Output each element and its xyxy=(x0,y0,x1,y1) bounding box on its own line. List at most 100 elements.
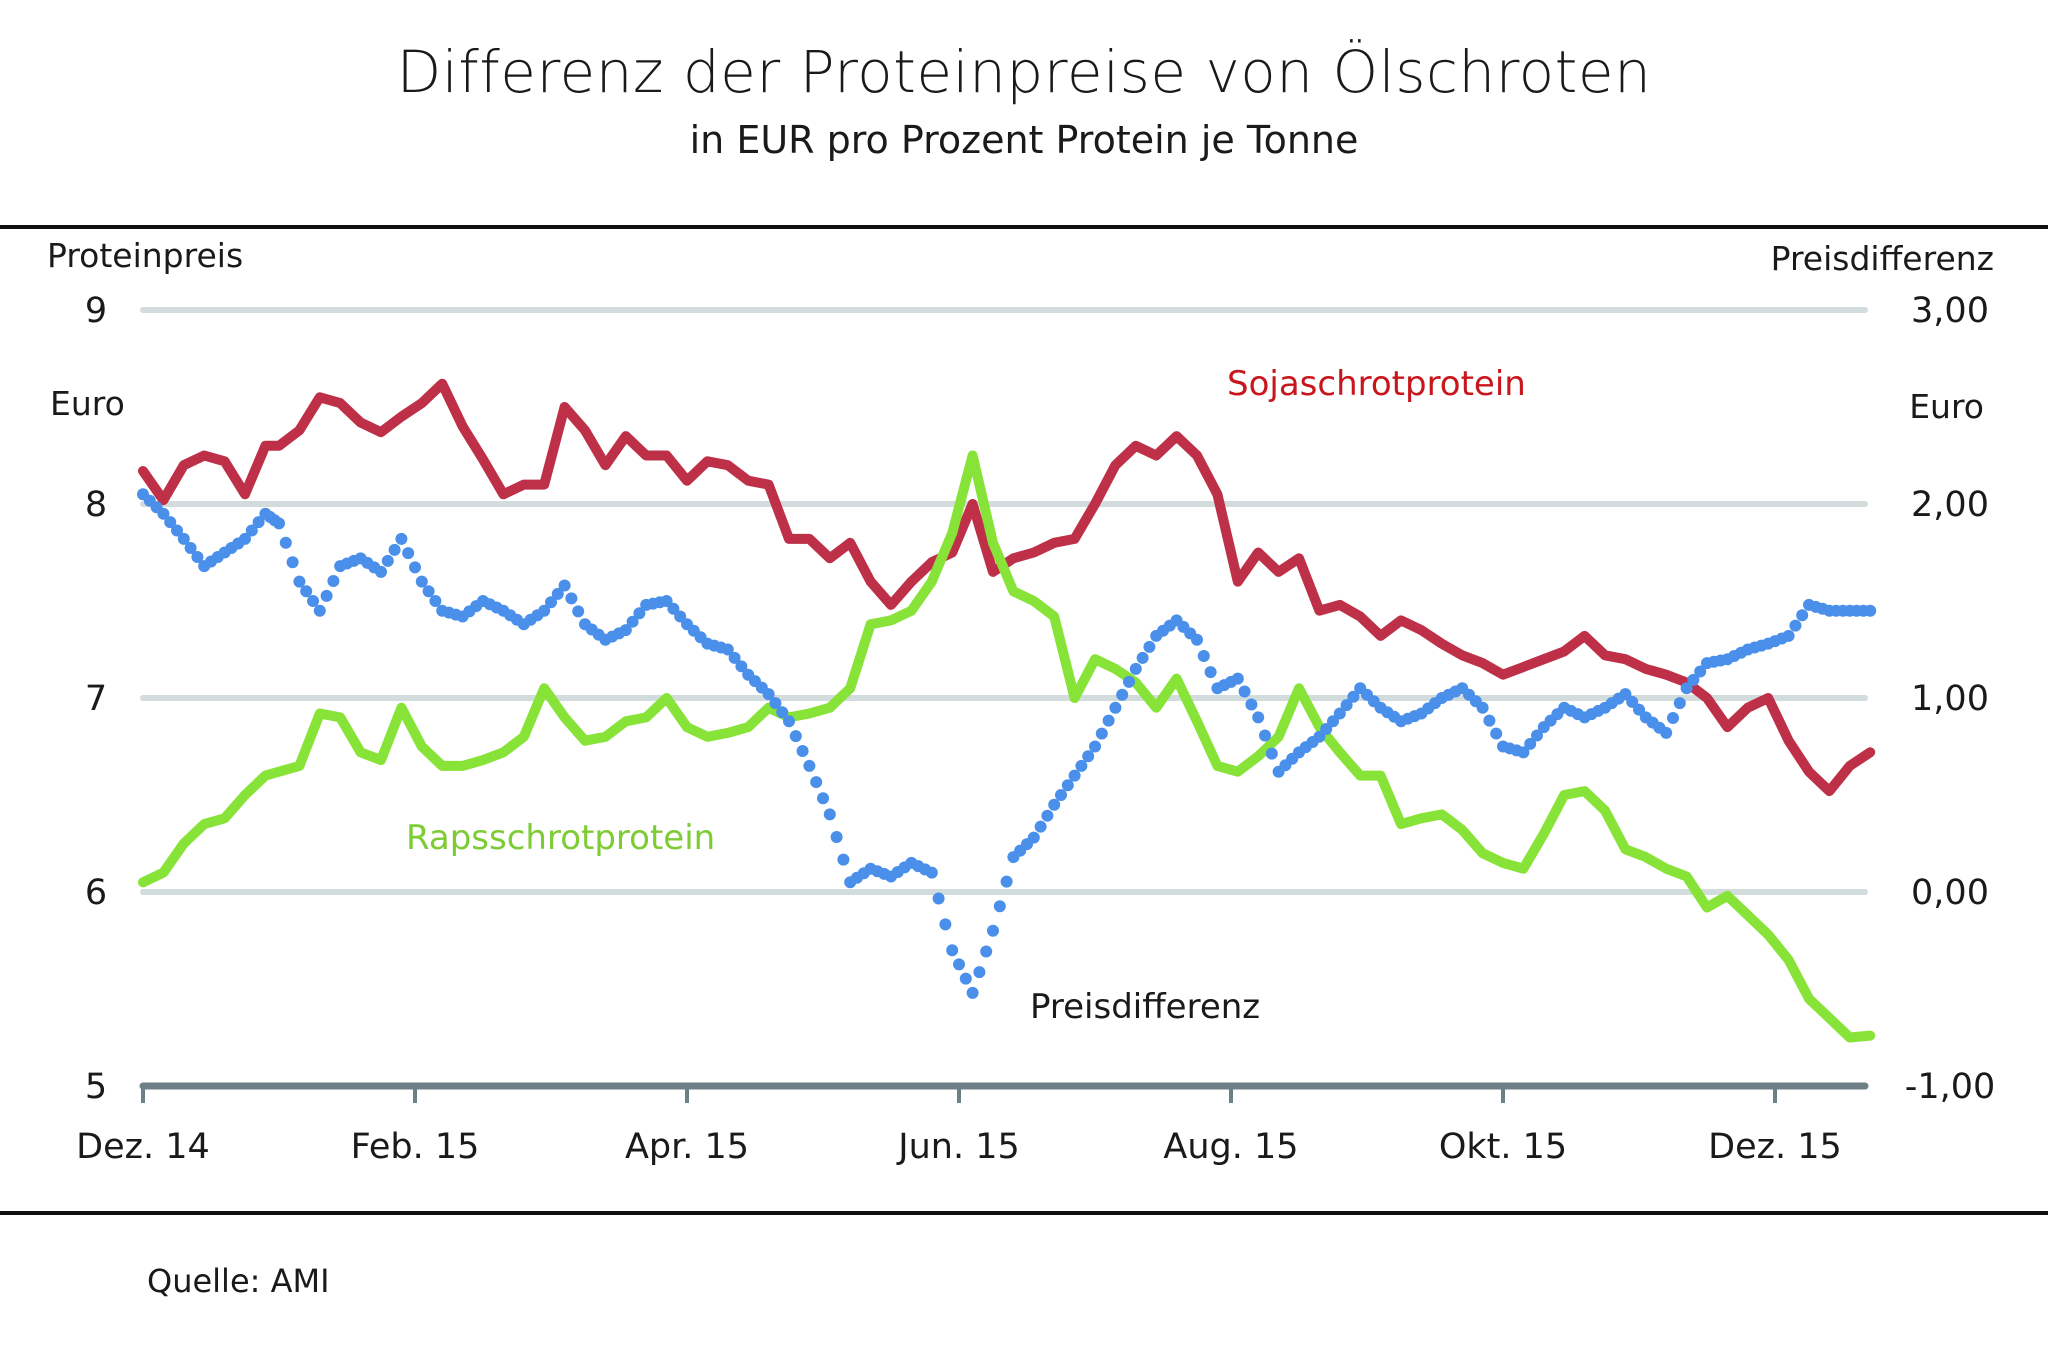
data-point xyxy=(1320,723,1333,736)
data-point xyxy=(776,706,789,719)
data-point xyxy=(1476,701,1489,714)
data-point xyxy=(1347,690,1360,703)
data-point xyxy=(300,585,313,598)
data-point xyxy=(1075,759,1088,772)
data-point xyxy=(395,532,408,545)
data-point xyxy=(993,900,1006,913)
data-point xyxy=(1238,685,1251,698)
top-divider xyxy=(0,225,2048,229)
x-tick-label: Aug. 15 xyxy=(1163,1127,1298,1167)
y-tick-left: 7 xyxy=(85,679,107,719)
data-point xyxy=(973,966,986,979)
data-point xyxy=(375,565,387,578)
source-note: Quelle: AMI xyxy=(147,1262,330,1300)
data-point xyxy=(1619,688,1632,701)
data-point xyxy=(313,604,326,617)
data-point xyxy=(1333,707,1346,720)
series-label-sojaschrotprotein: Sojaschrotprotein xyxy=(1227,364,1526,404)
data-point xyxy=(769,697,782,710)
y-tick-left: 9 xyxy=(85,291,107,331)
data-point xyxy=(1000,875,1013,888)
data-point xyxy=(1633,703,1645,716)
data-point xyxy=(837,853,850,866)
data-point xyxy=(1517,746,1530,759)
y-tick-left: 6 xyxy=(85,873,107,913)
series-layer xyxy=(137,378,1877,1043)
data-point xyxy=(823,808,836,821)
data-point xyxy=(415,575,428,588)
data-point xyxy=(721,643,734,656)
data-point xyxy=(1680,682,1693,695)
data-point xyxy=(429,595,442,607)
x-tick-label: Dez. 15 xyxy=(1708,1127,1842,1167)
data-point xyxy=(619,624,632,637)
data-point xyxy=(1027,831,1040,844)
data-point xyxy=(388,543,401,556)
data-point xyxy=(1524,737,1537,750)
data-point xyxy=(1061,779,1074,792)
data-point xyxy=(538,604,551,617)
data-point xyxy=(1048,798,1061,811)
data-point xyxy=(171,524,183,537)
data-point xyxy=(1095,727,1108,740)
data-point xyxy=(184,541,197,554)
x-tick-label: Feb. 15 xyxy=(351,1127,480,1167)
y-tick-left: 8 xyxy=(85,485,107,525)
data-point xyxy=(164,516,177,529)
data-point xyxy=(1673,697,1686,710)
data-point xyxy=(1313,730,1326,743)
right-axis-unit: Euro xyxy=(1909,387,1984,426)
data-point xyxy=(796,745,809,758)
series-label-preisdifferenz: Preisdifferenz xyxy=(1030,987,1260,1027)
data-point xyxy=(633,607,646,620)
data-point xyxy=(1143,640,1156,653)
data-point xyxy=(1116,688,1129,701)
y-tick-right: 0,00 xyxy=(1911,873,1989,913)
data-point xyxy=(1796,609,1809,622)
data-point xyxy=(1864,604,1877,617)
data-point xyxy=(191,551,204,564)
data-point xyxy=(1265,747,1278,760)
right-axis-title: Preisdifferenz xyxy=(1770,239,1994,278)
data-point xyxy=(1789,619,1802,632)
data-point xyxy=(1252,711,1265,724)
data-point xyxy=(1123,675,1135,688)
data-point xyxy=(1259,729,1271,742)
data-point xyxy=(1102,714,1115,727)
tick-labels: 5 -1,00 6 0,00 7 1,00 8 2,00 9 3,00 Dez. 14 Feb. 15… xyxy=(76,291,1995,1167)
y-tick-left: 5 xyxy=(85,1067,107,1107)
data-point xyxy=(674,610,687,623)
series-label-rapsschrotprotein: Rapsschrotprotein xyxy=(406,818,715,858)
data-point xyxy=(987,924,999,937)
x-tick-label: Apr. 15 xyxy=(625,1127,749,1167)
x-tick-label: Dez. 14 xyxy=(76,1127,210,1167)
data-point xyxy=(1082,750,1095,763)
x-tick-label: Jun. 15 xyxy=(896,1127,1019,1167)
data-point xyxy=(789,730,802,743)
data-point xyxy=(1089,740,1101,753)
data-point xyxy=(980,945,993,958)
data-point xyxy=(307,595,319,607)
y-tick-right: 2,00 xyxy=(1911,485,1989,525)
data-point xyxy=(545,596,557,609)
data-point xyxy=(953,958,965,971)
data-point xyxy=(1109,701,1122,714)
data-point xyxy=(939,918,952,931)
data-point xyxy=(626,615,639,628)
data-point xyxy=(402,547,415,560)
chart-title: Differenz der Proteinpreise von Ölschrot… xyxy=(396,38,1652,106)
data-point xyxy=(1660,726,1673,739)
series-line xyxy=(138,450,1876,1043)
bottom-divider xyxy=(0,1211,2048,1215)
data-point xyxy=(728,651,741,664)
data-point xyxy=(932,892,945,905)
data-point xyxy=(239,532,251,545)
data-point xyxy=(1197,649,1210,662)
chart-subtitle: in EUR pro Prozent Protein je Tonne xyxy=(689,118,1359,162)
data-point xyxy=(1687,673,1700,686)
data-point xyxy=(783,715,795,728)
data-point xyxy=(558,579,571,592)
data-point xyxy=(1245,698,1258,711)
data-point xyxy=(1136,651,1149,664)
